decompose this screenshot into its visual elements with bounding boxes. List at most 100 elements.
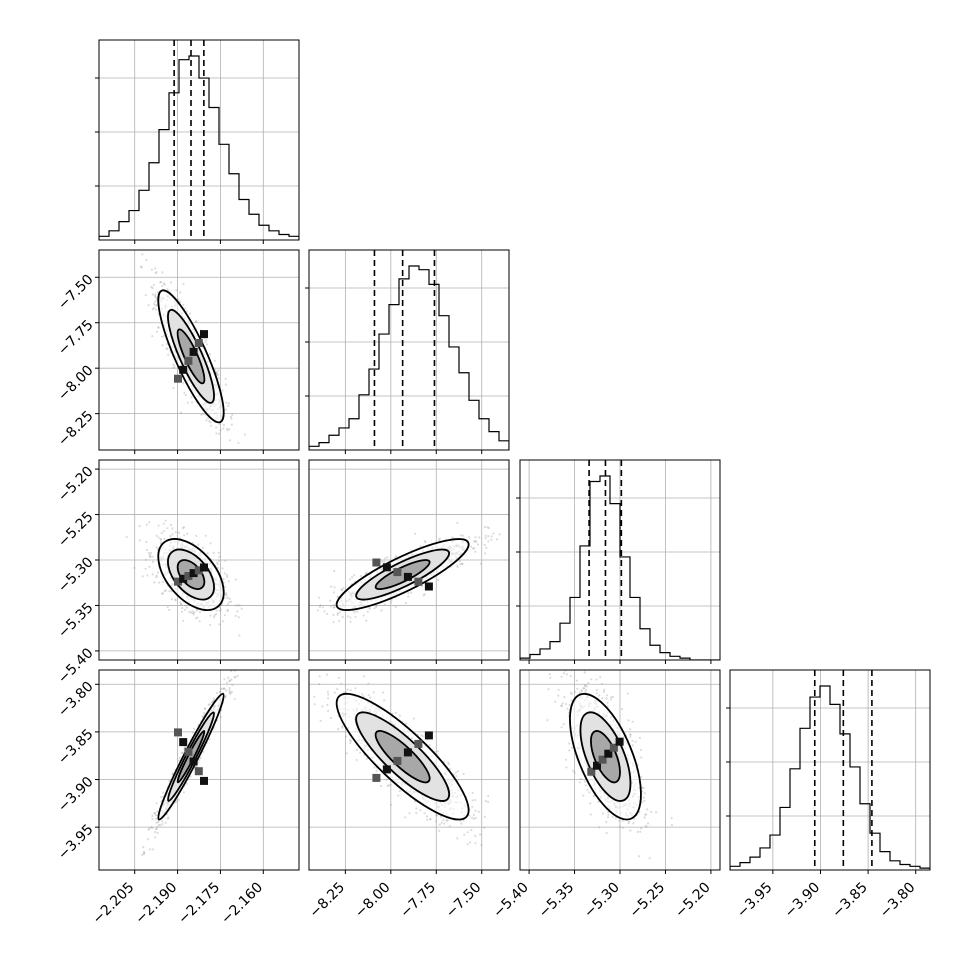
sample-point: [395, 555, 398, 558]
sample-point: [205, 419, 208, 422]
density-core-cell: [184, 356, 193, 365]
sample-point: [384, 557, 387, 560]
sample-point: [218, 555, 221, 559]
sample-point: [332, 606, 335, 609]
sample-point: [219, 608, 222, 611]
density-core-cell: [184, 747, 193, 756]
sample-point: [212, 551, 215, 555]
sample-point: [221, 620, 225, 623]
sample-point: [586, 788, 589, 791]
sample-point: [161, 335, 164, 338]
sample-point: [181, 527, 184, 530]
sample-point: [171, 527, 174, 530]
sample-point: [222, 578, 225, 581]
density-core-cell: [200, 563, 208, 572]
sample-point: [236, 471, 238, 473]
sample-point: [159, 538, 162, 541]
density-core-cell: [424, 731, 433, 740]
sample-point: [423, 593, 426, 596]
sample-point: [333, 691, 336, 694]
sample-point: [204, 340, 207, 344]
sample-point: [173, 365, 176, 368]
sample-point: [446, 761, 450, 764]
sample-point: [191, 401, 194, 404]
sample-point: [434, 820, 437, 823]
sample-point: [171, 533, 174, 536]
sample-point: [369, 696, 372, 699]
sample-point: [155, 802, 158, 805]
sample-point: [578, 691, 582, 694]
sample-point: [332, 613, 335, 617]
sample-point: [183, 534, 186, 537]
sample-point: [177, 298, 180, 301]
sample-point: [154, 300, 157, 303]
y-tick-label: −5.20: [55, 463, 97, 505]
density-core-cell: [189, 347, 198, 356]
sample-point: [236, 604, 240, 607]
sample-point: [209, 614, 212, 617]
sample-point: [160, 532, 163, 535]
sample-point: [226, 575, 229, 579]
sample-point: [476, 543, 480, 546]
sample-point: [155, 574, 158, 577]
sample-point: [428, 744, 431, 747]
sample-point: [215, 372, 218, 375]
sample-point: [349, 689, 352, 692]
histogram-step: [309, 265, 509, 450]
sample-point: [212, 697, 215, 700]
sample-point: [204, 707, 207, 710]
sample-point: [628, 728, 632, 731]
sample-point: [379, 785, 382, 788]
sample-point: [228, 679, 231, 682]
sample-point: [154, 831, 157, 834]
sample-point: [226, 610, 229, 613]
sample-point: [455, 775, 458, 778]
panel-frame: [308, 669, 510, 871]
sample-point: [160, 281, 163, 284]
sample-point: [655, 811, 658, 814]
y-tick-label: −5.25: [55, 509, 97, 551]
density-core-cell: [174, 374, 182, 383]
panel-1-0: −8.25−8.00−7.75−7.50: [55, 249, 300, 473]
sample-point: [203, 711, 206, 715]
sample-point: [167, 816, 170, 819]
sample-point: [407, 595, 410, 598]
sample-point: [145, 540, 148, 544]
sample-point: [145, 523, 148, 527]
sample-point: [175, 800, 178, 803]
x-tick-label: −2.175: [175, 880, 223, 928]
sample-point: [155, 827, 158, 831]
sample-point: [241, 656, 243, 658]
sample-point: [473, 540, 476, 543]
sample-point: [217, 369, 220, 372]
sample-point: [175, 289, 178, 292]
sample-point: [213, 359, 217, 362]
sample-point: [228, 691, 231, 694]
sample-point: [216, 562, 219, 566]
sample-point: [217, 373, 220, 377]
sample-point: [380, 560, 383, 563]
sample-point: [155, 575, 158, 579]
sample-point: [375, 769, 378, 773]
sample-point: [474, 550, 477, 553]
y-tick-label: −3.80: [55, 679, 97, 721]
sample-point: [146, 548, 149, 552]
sample-point: [223, 572, 226, 575]
sample-point: [152, 283, 155, 286]
sample-point: [164, 519, 167, 522]
sample-point: [196, 616, 199, 619]
y-tick-label: −8.00: [55, 363, 97, 405]
sample-point: [154, 296, 158, 299]
sample-point: [362, 614, 365, 617]
panel-frame: [308, 249, 510, 451]
sample-point: [165, 342, 168, 346]
sample-point: [472, 813, 476, 816]
sample-point: [646, 822, 650, 825]
sample-point: [354, 615, 357, 618]
sample-point: [305, 631, 307, 633]
sample-point: [438, 537, 441, 540]
sample-point: [161, 820, 164, 823]
sample-point: [356, 748, 359, 752]
sample-point: [618, 819, 621, 822]
sample-point: [595, 692, 599, 695]
